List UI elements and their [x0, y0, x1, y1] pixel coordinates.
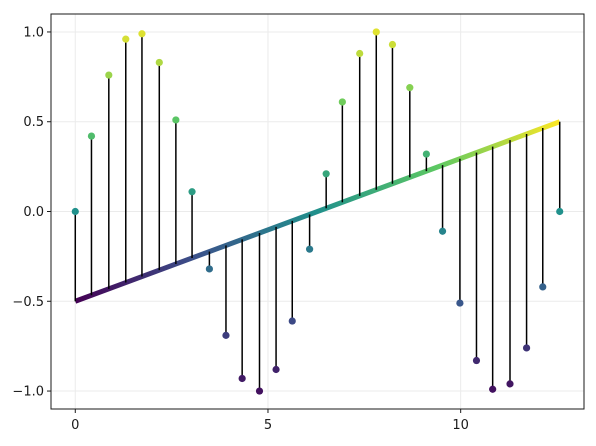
- stem-marker: [422, 150, 430, 158]
- stem-marker: [105, 71, 113, 79]
- stem-marker: [506, 380, 514, 388]
- markers: [71, 28, 564, 395]
- x-tick-label: 10: [452, 418, 469, 433]
- stem-marker: [122, 35, 130, 43]
- stem-marker: [472, 356, 481, 365]
- stem-marker: [255, 387, 264, 395]
- y-tick-label: −0.5: [12, 295, 44, 310]
- y-tick-label: 0.5: [23, 115, 44, 130]
- stems: [74, 31, 561, 392]
- y-axis-tick-labels: −1.0 −0.5 0.0 0.5 1.0: [12, 25, 44, 399]
- y-tick-label: −1.0: [12, 385, 44, 400]
- stem-marker: [205, 265, 213, 273]
- stem-marker: [238, 374, 246, 383]
- x-tick-label: 0: [71, 418, 79, 433]
- stem-marker: [155, 58, 163, 67]
- stem-marker: [406, 84, 414, 92]
- stem-marker: [456, 299, 464, 307]
- stem-marker: [338, 98, 346, 106]
- y-tick-label: 0.0: [23, 205, 44, 220]
- stem-marker: [87, 132, 96, 140]
- offset-line-layer: [74, 119, 561, 304]
- stem-marker: [172, 116, 180, 124]
- stem-marker: [138, 30, 146, 38]
- stem-marker: [356, 49, 364, 58]
- stem-marker: [71, 207, 79, 216]
- x-axis-tick-labels: 0 5 10: [71, 418, 469, 433]
- stem-marker: [522, 344, 531, 352]
- stem-marker: [188, 188, 196, 196]
- stem-marker: [288, 317, 296, 325]
- stem-marker: [388, 40, 397, 49]
- stem-marker: [539, 283, 547, 291]
- x-tick-label: 5: [264, 418, 272, 433]
- offset-line: [74, 119, 561, 304]
- stem-marker: [372, 28, 380, 36]
- stem-marker: [305, 245, 314, 253]
- stem-marker: [322, 170, 330, 178]
- stem-marker: [222, 331, 230, 339]
- stem-marker: [438, 227, 447, 235]
- stem-marker: [272, 365, 280, 374]
- axis-tick-marks: [47, 31, 462, 413]
- y-tick-label: 1.0: [23, 25, 44, 40]
- stem-marker: [489, 385, 497, 393]
- stem-marker: [556, 207, 564, 216]
